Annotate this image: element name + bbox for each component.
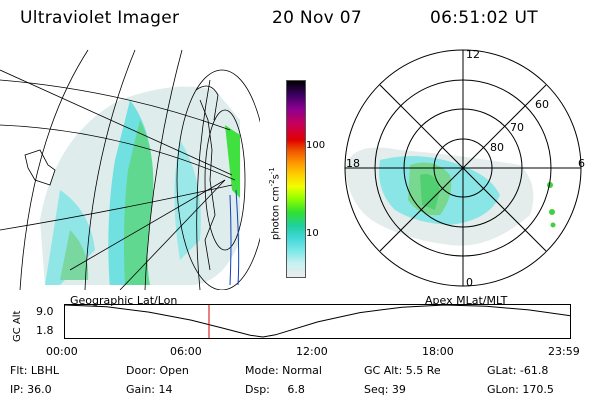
time-label: 06:51:02 UT — [430, 8, 538, 28]
colorbar — [286, 80, 306, 278]
left-panel-label: Geographic Lat/Lon — [70, 294, 178, 307]
status-seq: Seq: 39 — [364, 383, 406, 396]
status-gain: Gain: 14 — [126, 383, 173, 396]
lat-lon-grid — [0, 49, 260, 290]
status-ip: IP: 36.0 — [10, 383, 52, 396]
right-panel-label: Apex MLat/MLT — [425, 294, 508, 307]
altitude-axis-label: GC Alt — [12, 310, 23, 342]
status-glat: GLat: -61.8 — [487, 364, 549, 377]
instrument-title: Ultraviolet Imager — [20, 8, 180, 28]
altitude-max-label: 9.0 — [36, 305, 54, 318]
xtick-0600: 06:00 — [170, 345, 202, 358]
xtick-1800: 18:00 — [422, 345, 454, 358]
altitude-plot — [64, 304, 571, 339]
mlt-label-18: 18 — [346, 157, 360, 170]
status-gc-alt: GC Alt: 5.5 Re — [364, 364, 441, 377]
mlt-label-0: 0 — [466, 276, 473, 289]
altitude-curve — [64, 304, 571, 338]
date-label: 20 Nov 07 — [272, 8, 362, 28]
polar-aurora — [345, 147, 556, 246]
status-door: Door: Open — [126, 364, 189, 377]
mlt-label-12: 12 — [466, 48, 480, 61]
status-glon: GLon: 170.5 — [487, 383, 554, 396]
terminator-lines — [229, 189, 240, 286]
geographic-image — [0, 49, 260, 290]
polar-plot — [344, 49, 582, 287]
coastlines — [24, 85, 219, 271]
colorbar-tick-10: 10 — [306, 228, 319, 239]
mlat-label-60: 60 — [535, 98, 549, 111]
mlat-label-70: 70 — [510, 121, 524, 134]
xtick-0000: 00:00 — [46, 345, 78, 358]
altitude-min-label: 1.8 — [36, 324, 54, 337]
polar-grid — [344, 49, 582, 287]
colorbar-tick-100: 100 — [306, 140, 326, 151]
aurora-emission — [40, 86, 240, 286]
status-dsp: Dsp: 6.8 — [245, 383, 305, 396]
colorbar-unit-label: photon cm-2s-1 — [268, 167, 282, 240]
status-filter: Flt: LBHL — [10, 364, 59, 377]
status-mode: Mode: Normal — [245, 364, 322, 377]
mlt-label-6: 6 — [578, 157, 585, 170]
xtick-2359: 23:59 — [548, 345, 580, 358]
mlat-label-80: 80 — [490, 141, 504, 154]
altitude-plot-frame — [64, 304, 571, 339]
xtick-1200: 12:00 — [296, 345, 328, 358]
